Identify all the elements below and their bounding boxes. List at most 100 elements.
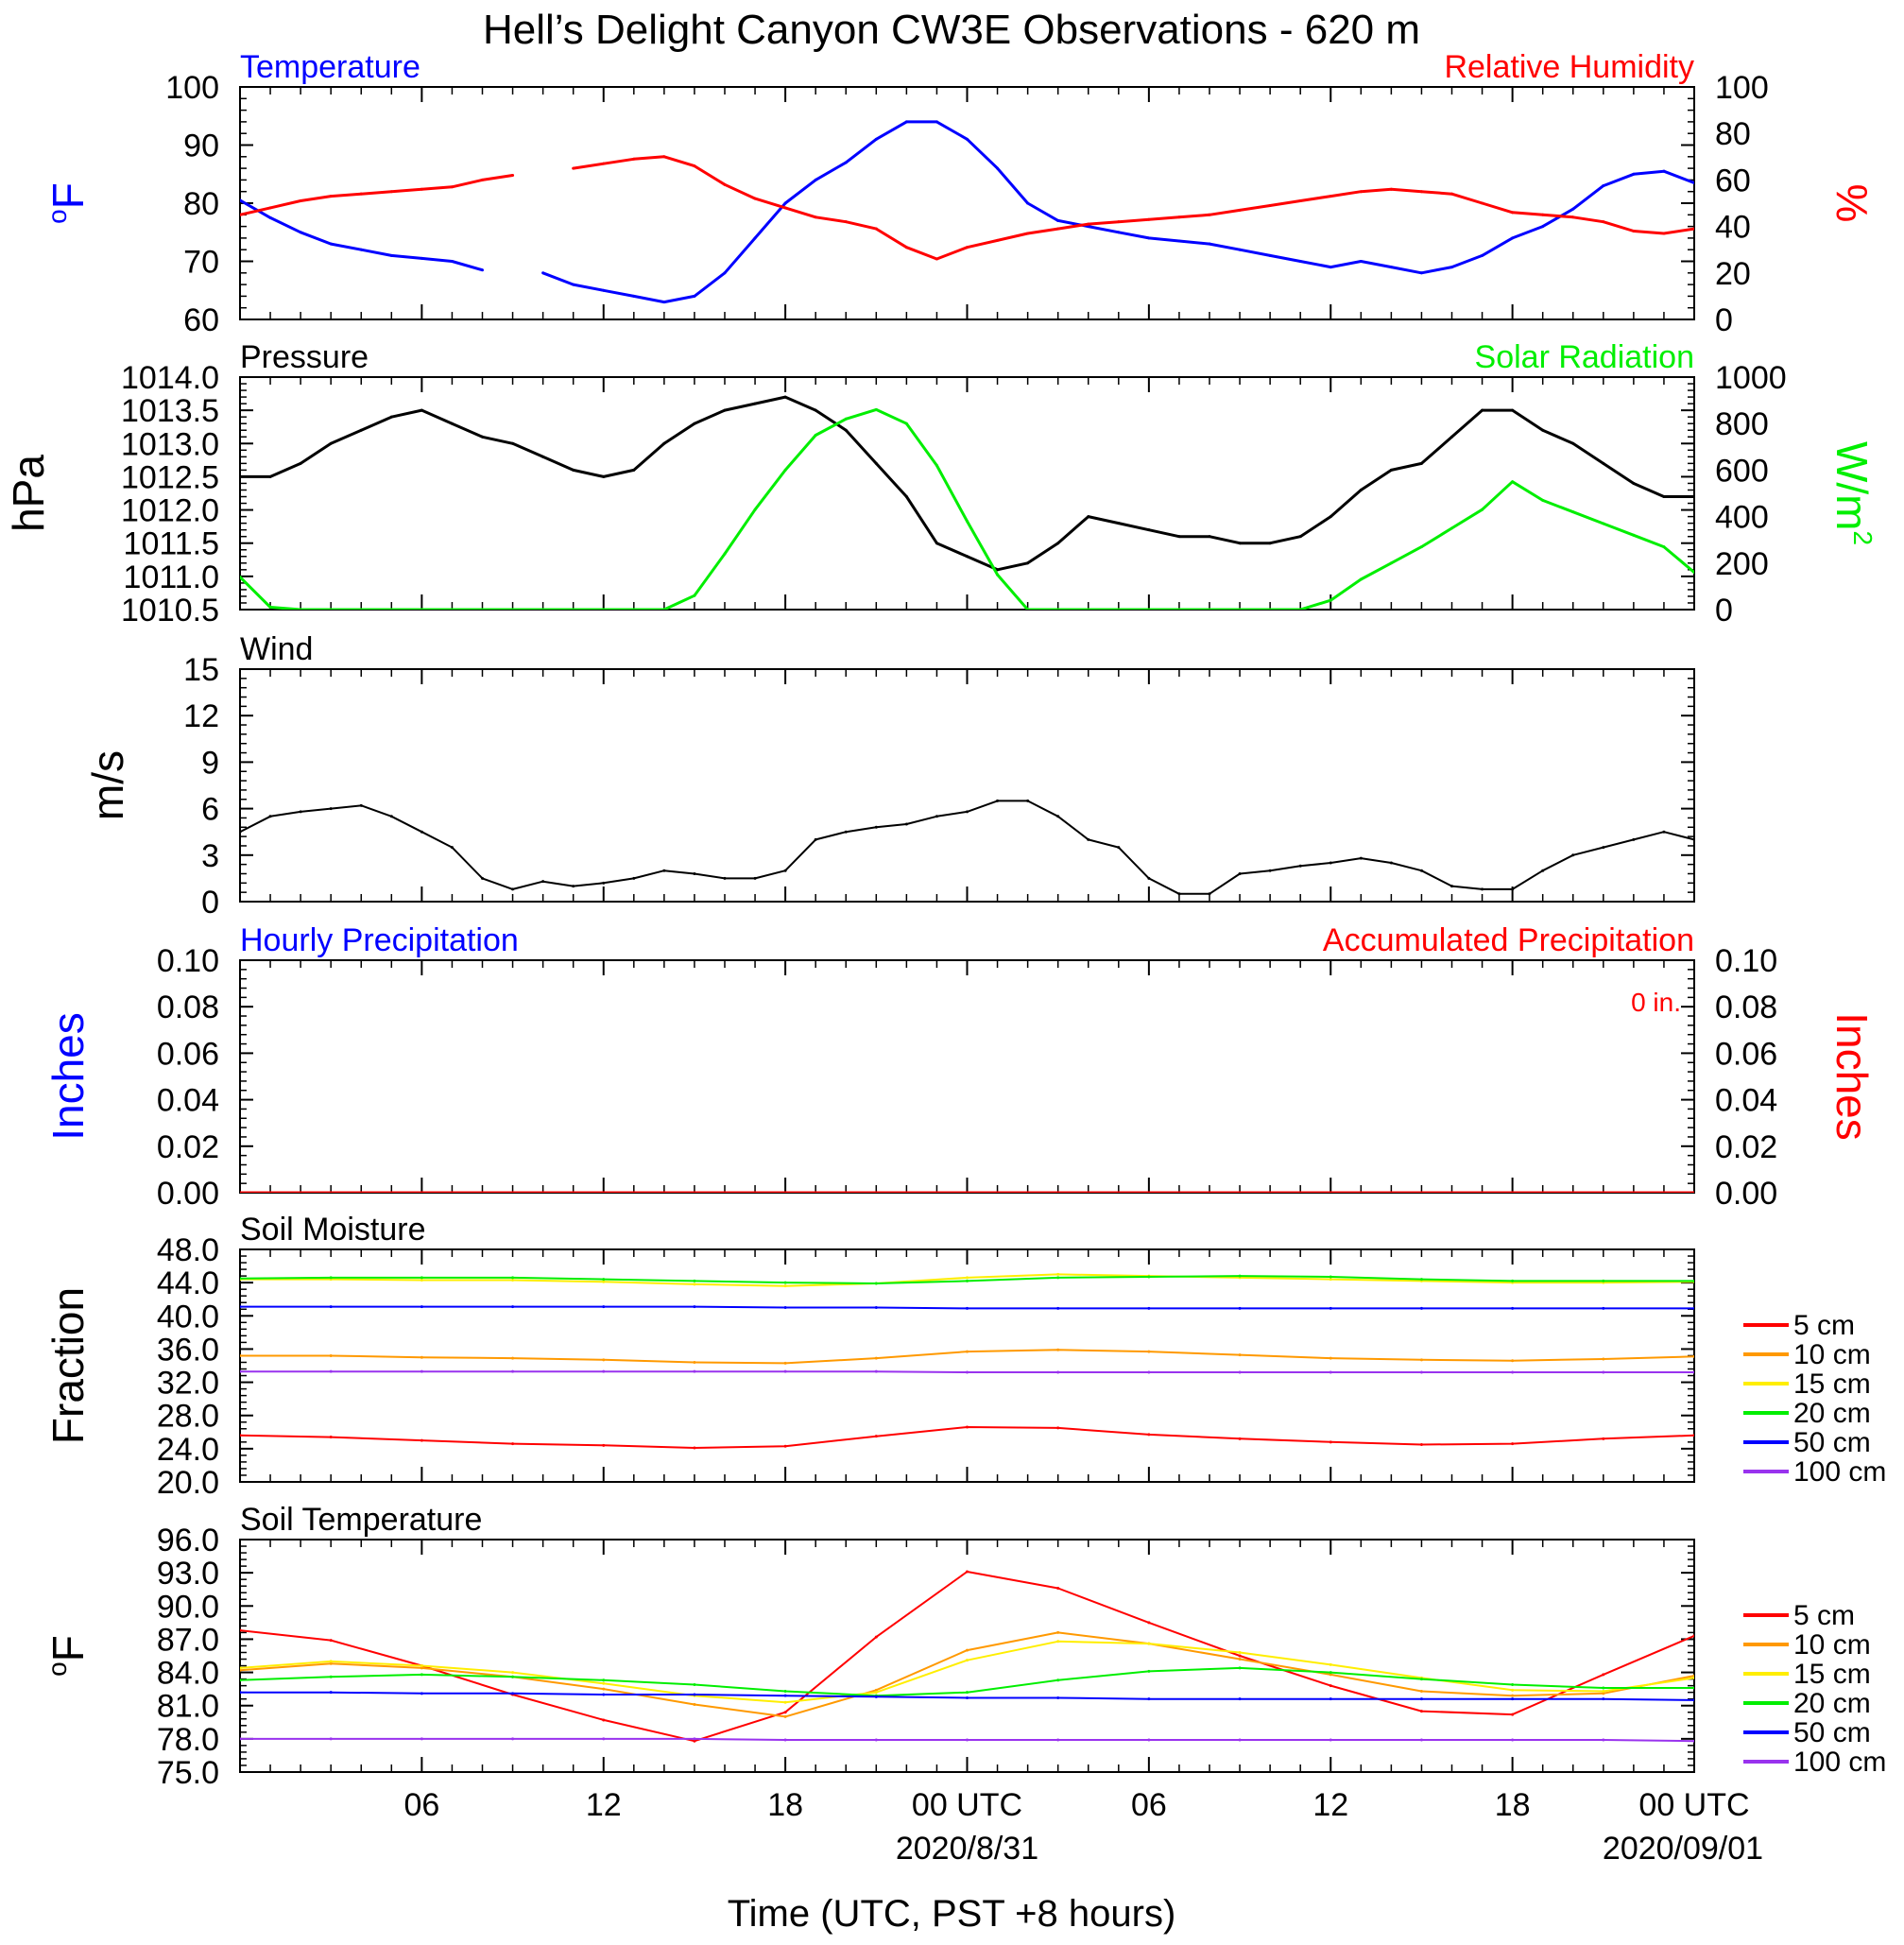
data-point: [240, 198, 242, 202]
data-point: [1268, 542, 1272, 545]
y-tick-label-left: 90.0: [157, 1589, 219, 1625]
y-tick-label-left: 0.00: [157, 1176, 219, 1212]
data-point: [1511, 408, 1515, 412]
data-point: [420, 1438, 423, 1442]
data-point: [1511, 1306, 1515, 1310]
data-point: [420, 1279, 423, 1282]
data-point: [1056, 542, 1060, 545]
data-point: [1117, 231, 1121, 234]
data-point: [1238, 1658, 1242, 1661]
data-point: [874, 1369, 878, 1373]
data-point: [511, 173, 515, 177]
data-point: [329, 1436, 333, 1439]
data-point: [299, 199, 302, 203]
data-point: [1662, 232, 1666, 235]
data-point: [723, 408, 727, 412]
data-point: [1329, 1440, 1332, 1444]
data-point: [511, 1671, 515, 1675]
y-tick-label-left: 1014.0: [121, 360, 219, 396]
data-point: [693, 871, 696, 875]
data-point: [299, 231, 302, 234]
data-point: [1117, 846, 1121, 850]
data-point: [693, 1446, 696, 1450]
data-point: [1419, 271, 1423, 275]
data-point: [1359, 856, 1363, 860]
data-point: [602, 1737, 606, 1741]
data-point: [783, 1714, 787, 1718]
data-point: [511, 1675, 515, 1678]
data-point: [1056, 1370, 1060, 1374]
data-point: [1056, 1630, 1060, 1634]
data-point: [1602, 220, 1605, 224]
data-point: [1602, 1738, 1605, 1742]
data-point: [1056, 1426, 1060, 1430]
y-tick-label-left: 20.0: [157, 1465, 219, 1501]
data-point: [1692, 227, 1694, 231]
data-point: [299, 810, 302, 814]
data-point: [693, 594, 696, 597]
data-point: [1602, 184, 1605, 188]
panel-precipitation: 0.10 0.08 0.06 0.04 0.02 0.00 0.10 0.08 0.06 0.04…: [43, 922, 1877, 1212]
data-point: [874, 1435, 878, 1438]
y-tick-label-left: 1013.5: [121, 393, 219, 429]
data-point: [329, 195, 333, 198]
data-point: [904, 495, 908, 499]
data-point: [783, 1361, 787, 1365]
data-point: [1208, 213, 1211, 216]
data-point: [1329, 598, 1332, 602]
series-group: [240, 1570, 1694, 1743]
data-point: [511, 1369, 515, 1373]
data-point: [1662, 495, 1666, 499]
data-point: [874, 461, 878, 465]
data-point: [874, 1738, 878, 1742]
data-point: [329, 441, 333, 445]
data-point: [240, 213, 242, 216]
data-point: [1389, 561, 1393, 565]
data-point: [420, 1737, 423, 1741]
data-point: [996, 799, 1000, 802]
data-point: [1419, 869, 1423, 872]
data-point: [632, 608, 636, 610]
y-axis-label-right: %: [1827, 184, 1877, 223]
data-point: [662, 869, 666, 872]
data-point: [1511, 480, 1515, 484]
legend-label: 100 cm: [1793, 1456, 1886, 1488]
data-point: [844, 220, 848, 224]
data-point: [1511, 236, 1515, 240]
y-tick-label-left: 36.0: [157, 1332, 219, 1368]
x-tick-label: 12: [586, 1787, 622, 1823]
data-point: [240, 1277, 242, 1281]
data-point: [329, 807, 333, 811]
data-point: [1026, 799, 1030, 802]
data-point: [966, 555, 969, 559]
data-point: [844, 161, 848, 164]
data-point: [935, 120, 938, 124]
data-point: [966, 246, 969, 250]
data-point: [1147, 1738, 1151, 1742]
data-point: [1541, 213, 1545, 216]
data-point: [1419, 1738, 1423, 1742]
degree-symbol: o: [43, 1661, 72, 1677]
series-group: [240, 1272, 1694, 1450]
data-point: [1056, 1276, 1060, 1280]
data-point: [844, 830, 848, 834]
data-point: [240, 1666, 242, 1670]
data-point: [1389, 187, 1393, 191]
data-point: [874, 825, 878, 829]
data-point: [783, 395, 787, 399]
panel-soil_moisture: 48.044.040.036.032.028.024.020.0 Soil Moi…: [43, 1212, 1886, 1501]
data-point: [329, 1353, 333, 1357]
data-point: [1056, 1678, 1060, 1682]
y-tick-label-left: 0.10: [157, 943, 219, 979]
y-tick-label-right: 0.06: [1715, 1036, 1777, 1072]
data-point: [602, 1369, 606, 1373]
data-point: [1238, 1437, 1242, 1440]
data-point: [1329, 266, 1332, 269]
data-point: [1298, 260, 1302, 263]
data-point: [1602, 1697, 1605, 1701]
data-point: [966, 1350, 969, 1353]
data-point: [329, 1639, 333, 1643]
data-point: [1238, 1370, 1242, 1374]
data-point: [1147, 1275, 1151, 1279]
data-point: [541, 271, 545, 275]
